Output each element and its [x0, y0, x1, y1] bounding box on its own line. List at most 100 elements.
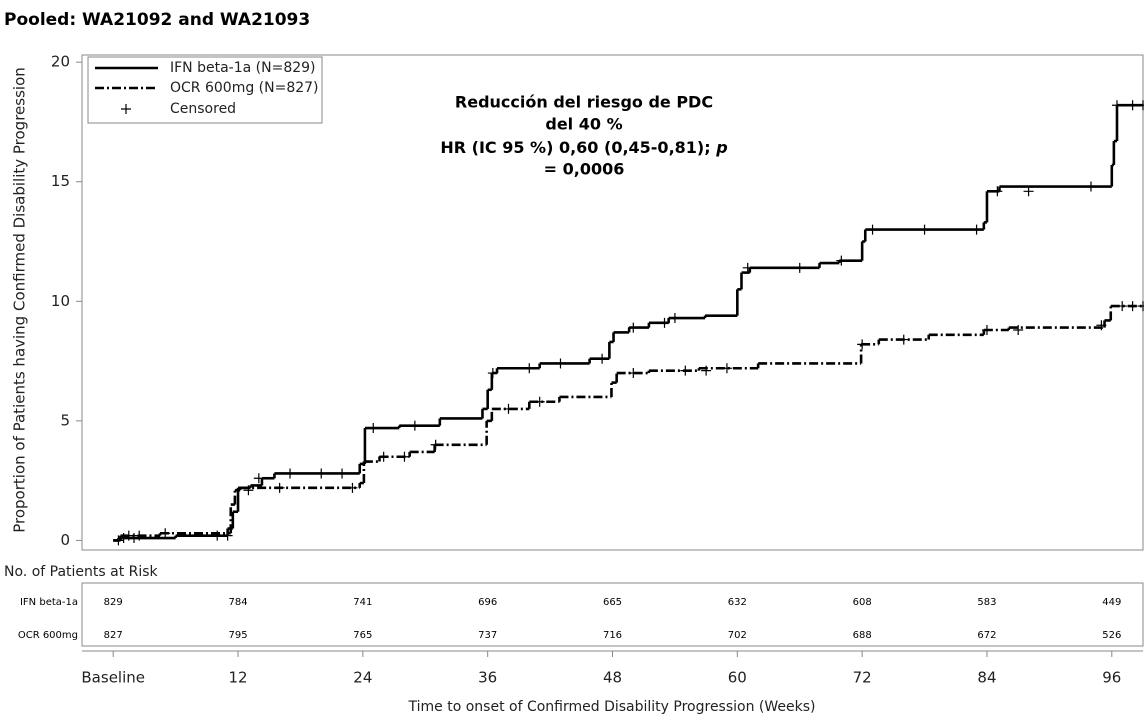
censored-marker — [347, 482, 358, 493]
censored-marker — [555, 358, 566, 369]
censored-marker — [867, 224, 878, 235]
censored-marker — [399, 451, 410, 462]
censored-marker — [1023, 186, 1034, 197]
chart-title: Pooled: WA21092 and WA21093 — [4, 10, 310, 30]
censored-marker — [337, 468, 348, 479]
censored-marker — [222, 530, 233, 541]
risk-count: 737 — [478, 630, 497, 641]
risk-count: 827 — [104, 630, 123, 641]
legend-label: Censored — [170, 101, 236, 117]
x-tick-label: 84 — [977, 669, 996, 687]
censored-marker — [113, 535, 124, 546]
censored-marker — [368, 423, 379, 434]
risk-count: 583 — [977, 597, 996, 608]
censored-marker — [430, 439, 441, 450]
censored-marker — [1127, 301, 1138, 312]
censored-marker — [1138, 100, 1144, 111]
censored-marker — [160, 528, 171, 539]
censored-marker — [628, 368, 639, 379]
censored-marker — [1117, 301, 1128, 312]
risk-count: 702 — [728, 630, 747, 641]
risk-count: 672 — [977, 630, 996, 641]
risk-count: 449 — [1102, 597, 1121, 608]
censored-marker — [503, 403, 514, 414]
x-tick-label: 12 — [228, 669, 247, 687]
censored-marker — [378, 451, 389, 462]
censored-marker — [1096, 320, 1107, 331]
risk-count: 608 — [853, 597, 872, 608]
annotation-text: p — [715, 138, 727, 157]
risk-table-frame — [81, 582, 1144, 647]
risk-row-label: IFN beta-1a — [20, 597, 78, 608]
risk-count: 741 — [353, 597, 372, 608]
annotation-line: del 40 % — [545, 115, 622, 134]
x-tick-label: 60 — [728, 669, 747, 687]
censored-marker — [1112, 100, 1122, 111]
censored-marker — [659, 317, 670, 328]
risk-count: 784 — [228, 597, 247, 608]
risk-count: 716 — [603, 630, 622, 641]
risk-row-label: OCR 600mg — [18, 630, 78, 641]
censored-marker — [597, 353, 608, 364]
censored-marker — [134, 530, 145, 541]
y-axis-label: Proportion of Patients having Confirmed … — [11, 67, 29, 533]
censored-marker — [274, 482, 285, 493]
censored-marker — [316, 468, 327, 479]
censored-marker — [836, 255, 847, 266]
censored-marker — [123, 530, 134, 541]
y-tick-label: 10 — [51, 292, 70, 310]
legend-censored-swatch — [121, 104, 131, 114]
censored-marker — [1085, 181, 1096, 192]
censored-marker — [628, 322, 639, 333]
y-tick-label: 0 — [60, 531, 70, 549]
risk-count: 665 — [603, 597, 622, 608]
risk-count: 696 — [478, 597, 497, 608]
legend-label: OCR 600mg (N=827) — [170, 80, 319, 96]
legend-label: IFN beta-1a (N=829) — [170, 60, 316, 76]
censored-marker — [919, 224, 930, 235]
censored-marker — [742, 262, 753, 273]
censored-marker — [981, 325, 992, 335]
risk-count: 632 — [728, 597, 747, 608]
y-tick-label: 5 — [60, 411, 70, 429]
censored-marker — [285, 468, 296, 479]
x-tick-label: 36 — [478, 669, 497, 687]
risk-count: 688 — [853, 630, 872, 641]
censored-marker — [669, 313, 680, 324]
censored-marker — [524, 363, 535, 374]
annotation-text: HR (IC 95 %) 0,60 (0,45-0,81); — [440, 138, 716, 157]
censored-marker — [680, 365, 691, 376]
censored-marker — [971, 224, 982, 235]
risk-count: 795 — [228, 630, 247, 641]
censored-marker — [857, 339, 868, 350]
x-tick-label: 96 — [1102, 669, 1121, 687]
annotation-line: Reducción del riesgo de PDC — [455, 93, 713, 112]
x-tick-label: 24 — [353, 669, 372, 687]
y-tick-label: 20 — [51, 53, 70, 71]
censored-marker — [1127, 100, 1138, 111]
risk-table-title: No. of Patients at Risk — [4, 564, 159, 580]
censored-marker — [487, 368, 498, 379]
censored-marker — [794, 262, 805, 273]
x-axis-label: Time to onset of Confirmed Disability Pr… — [408, 699, 816, 715]
risk-count: 765 — [353, 630, 372, 641]
x-tick-label: 48 — [603, 669, 622, 687]
x-tick-label: Baseline — [81, 669, 145, 687]
annotation: Reducción del riesgo de PDC del 40 % HR … — [440, 93, 727, 179]
censored-marker — [701, 365, 712, 376]
censored-marker — [992, 186, 1003, 197]
censored-marker — [1013, 325, 1024, 335]
censored-marker — [534, 396, 545, 407]
censored-marker — [243, 485, 254, 496]
censored-marker — [253, 473, 264, 484]
x-tick-label: 72 — [853, 669, 872, 687]
risk-count: 526 — [1102, 630, 1121, 641]
censored-marker — [1138, 301, 1144, 312]
censored-marker — [409, 420, 420, 431]
y-tick-label: 15 — [51, 172, 70, 190]
annotation-line: = 0,0006 — [544, 160, 625, 179]
annotation-line: HR (IC 95 %) 0,60 (0,45-0,81); p — [440, 138, 727, 157]
censored-marker — [721, 363, 732, 374]
